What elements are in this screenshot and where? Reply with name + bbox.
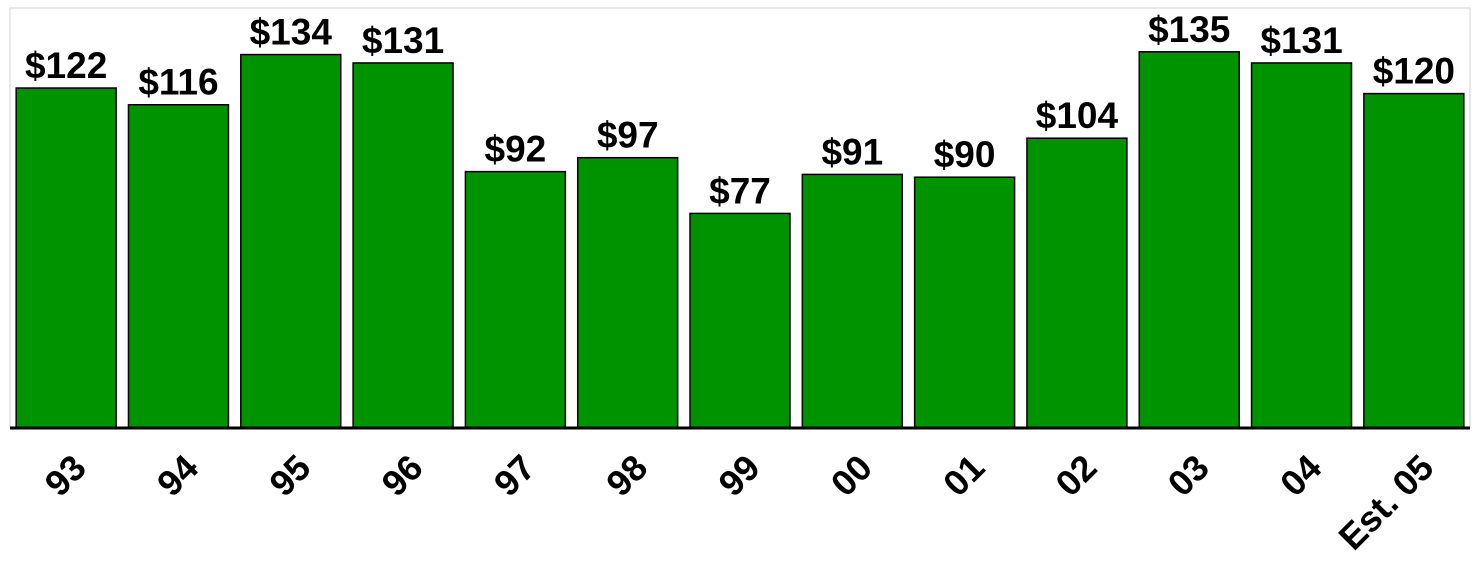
x-tick-label: 95 (261, 447, 318, 504)
bar (1138, 51, 1240, 429)
x-tick-label: 00 (823, 447, 880, 504)
x-tick-label: 98 (598, 447, 655, 504)
bar (240, 53, 342, 429)
value-label: $116 (138, 62, 218, 103)
value-label: $90 (934, 134, 996, 175)
bar (689, 212, 791, 429)
value-label: $131 (362, 20, 444, 61)
bar (801, 173, 904, 429)
x-tick-label: Est. 05 (1330, 447, 1441, 558)
bar (127, 103, 230, 429)
value-label: $131 (1260, 20, 1342, 61)
value-label: $104 (1036, 95, 1119, 136)
x-tick-label: 97 (486, 447, 543, 504)
bar (464, 170, 567, 429)
bar (1026, 137, 1128, 429)
value-label: $91 (821, 131, 883, 172)
x-tick-label: 93 (37, 447, 94, 504)
bar (1363, 92, 1465, 429)
x-tick-label: 01 (935, 447, 992, 504)
value-label: $120 (1373, 51, 1455, 92)
bar (352, 62, 454, 429)
value-label: $134 (250, 12, 333, 53)
x-tick-label: 99 (710, 447, 767, 504)
value-label: $135 (1148, 9, 1230, 50)
bar (1250, 62, 1353, 429)
value-label: $77 (709, 170, 771, 211)
x-tick-label: 94 (149, 447, 206, 504)
bar (913, 176, 1016, 429)
bar (576, 156, 679, 429)
x-tick-label: 02 (1047, 447, 1104, 504)
value-label: $92 (485, 129, 547, 170)
value-label: $122 (25, 45, 107, 86)
value-label: $97 (597, 115, 659, 156)
bar (15, 87, 117, 429)
x-tick-label: 04 (1272, 447, 1329, 504)
x-tick-label: 96 (373, 447, 430, 504)
x-tick-label: 03 (1160, 447, 1217, 504)
